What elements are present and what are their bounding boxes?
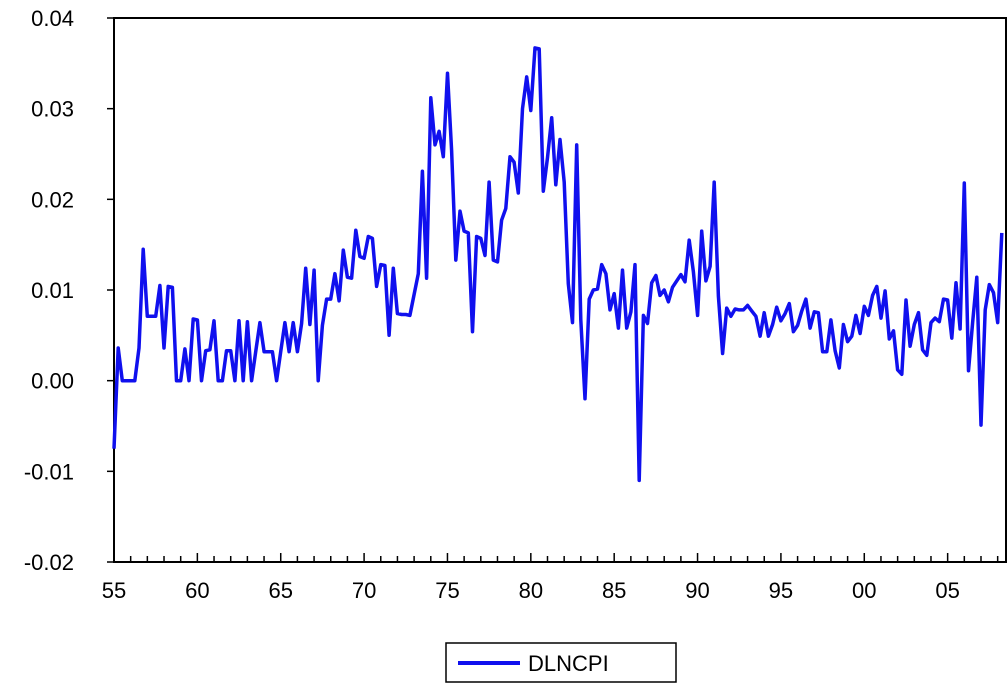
x-axis-tick-labels: 55 60 65 70 75 80 85 90 95 00 05 (102, 578, 960, 603)
x-tick-label: 55 (102, 578, 126, 603)
y-tick-label: 0.02 (31, 187, 74, 212)
legend: DLNCPI (445, 642, 677, 683)
x-tick-label: 90 (685, 578, 709, 603)
y-tick-label: 0.04 (31, 6, 74, 31)
legend-label-dlncpi: DLNCPI (528, 651, 609, 676)
x-tick-label: 05 (935, 578, 959, 603)
x-tick-label: 85 (602, 578, 626, 603)
x-tick-label: 00 (852, 578, 876, 603)
x-tick-label: 75 (435, 578, 459, 603)
x-tick-label: 80 (519, 578, 543, 603)
y-tick-label: 0.01 (31, 278, 74, 303)
x-tick-label: 60 (185, 578, 209, 603)
x-tick-label: 65 (268, 578, 292, 603)
y-tick-label: -0.02 (24, 550, 74, 575)
plot-area-frame (113, 17, 1007, 563)
y-tick-label: -0.01 (24, 459, 74, 484)
x-tick-label: 70 (352, 578, 376, 603)
series-line-dlncpi (112, 46, 1004, 483)
y-axis-tick-labels: 0.04 0.03 0.02 0.01 0.00 -0.01 -0.02 (24, 6, 74, 575)
y-tick-label: 0.03 (31, 97, 74, 122)
x-tick-label: 95 (769, 578, 793, 603)
y-tick-label: 0.00 (31, 369, 74, 394)
axis-ticks (107, 17, 999, 563)
series-group (112, 46, 1004, 483)
